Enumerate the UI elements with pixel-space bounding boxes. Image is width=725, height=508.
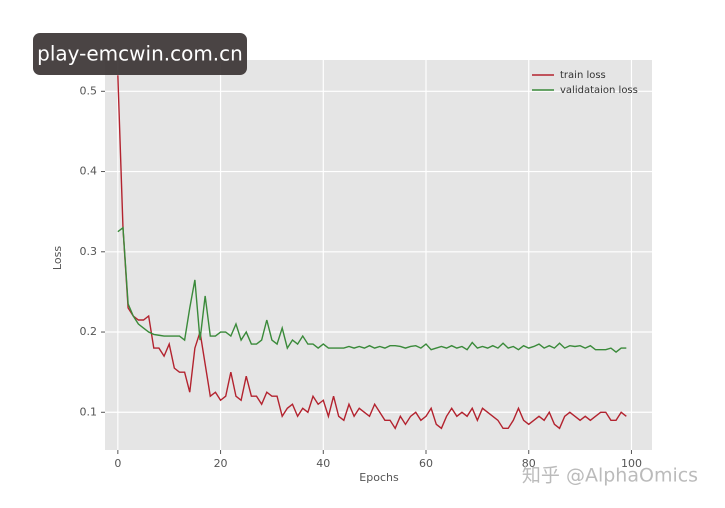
x-tick-label: 40 (316, 457, 330, 470)
x-tick-label: 20 (214, 457, 228, 470)
x-tick-label: 60 (419, 457, 433, 470)
legend-label: train loss (560, 70, 606, 81)
y-tick-label: 0.4 (80, 165, 98, 178)
y-tick-label: 0.5 (80, 84, 98, 97)
line-series (117, 75, 627, 430)
watermark-box (33, 33, 247, 75)
x-tick-label: 100 (621, 457, 642, 470)
watermark-site: play-emcwin.com.cn (37, 42, 243, 66)
y-tick-label: 0.1 (80, 405, 98, 418)
watermark-credit: 知乎 @AlphaOmics (522, 465, 698, 487)
x-tick-label: 80 (522, 457, 536, 470)
legend-label: validataion loss (560, 85, 638, 96)
x-tick-label: 0 (114, 457, 121, 470)
plot-area (105, 60, 652, 450)
y-axis-label: Loss (51, 246, 64, 270)
y-tick-label: 0.3 (80, 245, 98, 258)
y-tick-label: 0.2 (80, 325, 98, 338)
x-axis-label: Epochs (359, 471, 399, 484)
line-series (117, 226, 627, 353)
